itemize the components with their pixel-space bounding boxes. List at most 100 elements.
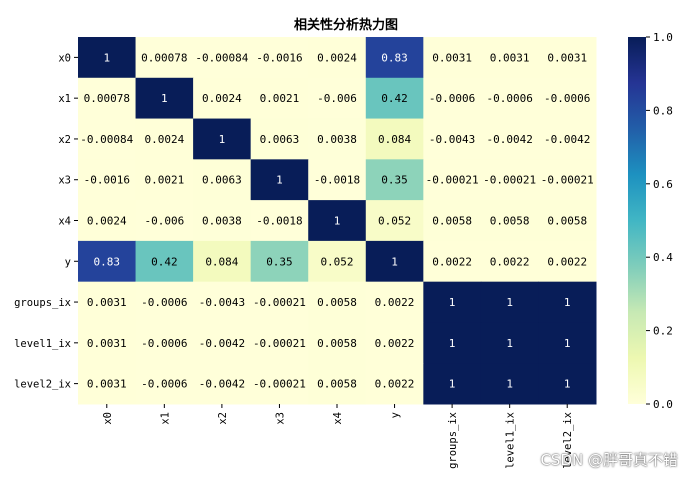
heatmap-cell <box>538 322 597 364</box>
cell-value-label: -0.00021 <box>426 174 479 187</box>
x-tick-labels: x0 x1 x2 x3 x4 y groups_ix level1_ix level2_ix <box>102 404 574 469</box>
cell-value-label: 1 <box>564 378 571 391</box>
cell-value-label: -0.0042 <box>486 133 532 146</box>
heatmap-cell <box>538 118 597 160</box>
cell-value-label: 0.35 <box>266 255 293 268</box>
colorbar-tick-label: 0.2 <box>653 325 673 338</box>
cell-value-label: -0.006 <box>144 215 184 228</box>
heatmap-cell <box>135 281 194 323</box>
heatmap-cell <box>193 200 252 242</box>
heatmap-cell <box>423 118 482 160</box>
heatmap-cell <box>538 37 597 79</box>
colorbar-tick-label: 0.8 <box>653 104 673 117</box>
heatmap-cell <box>193 37 252 79</box>
heatmap-cell <box>250 200 309 242</box>
cell-value-label: 1 <box>449 337 456 350</box>
cell-value-label: 0.0024 <box>87 215 127 228</box>
heatmap-cell <box>538 77 597 120</box>
cell-value-label: 0.0058 <box>317 337 357 350</box>
colorbar-ticks: 0.0 0.2 0.4 0.6 0.8 1.0 <box>646 31 673 411</box>
cell-value-label: -0.0006 <box>429 92 475 105</box>
cell-value-label: 1 <box>219 133 226 146</box>
cell-value-label: 0.0058 <box>317 296 357 309</box>
cell-value-label: -0.0006 <box>141 296 187 309</box>
watermark-text: CSDN @胖哥真不错 <box>540 451 678 469</box>
heatmap-cell <box>193 281 252 323</box>
heatmap-cell <box>250 240 309 283</box>
cell-value-label: 0.0031 <box>87 296 127 309</box>
heatmap-cell <box>250 322 309 364</box>
cell-value-label: 0.0022 <box>375 296 415 309</box>
y-tick-label: x2 <box>58 134 71 146</box>
chart-title: 相关性分析热力图 <box>294 17 398 33</box>
cell-value-label: -0.00021 <box>253 337 306 350</box>
cell-value-label: 0.0021 <box>260 92 300 105</box>
heatmap-cell <box>250 118 309 160</box>
heatmap-cell <box>365 37 424 79</box>
cell-value-label: 0.0058 <box>317 378 357 391</box>
x-tick-label: x1 <box>159 412 171 425</box>
cell-value-label: 0.084 <box>378 133 411 146</box>
cell-value-label: 0.0031 <box>87 337 127 350</box>
heatmap-cell <box>480 118 539 160</box>
heatmap-cell <box>250 77 309 120</box>
cell-value-label: 0.00078 <box>84 92 130 105</box>
y-tick-labels: x0 x1 x2 x3 x4 y groups_ix level1_ix level2_ix <box>14 52 78 391</box>
cell-value-label: 0.0058 <box>490 215 530 228</box>
heatmap-cell <box>308 240 367 283</box>
cell-value-label: 0.0038 <box>317 133 357 146</box>
heatmap-cell <box>365 363 424 405</box>
heatmap-cell <box>365 240 424 283</box>
heatmap-cell <box>365 77 424 120</box>
heatmap-cell <box>135 159 194 201</box>
heatmap-cell <box>193 77 252 120</box>
heatmap-cell <box>480 77 539 120</box>
heatmap-cell <box>308 200 367 242</box>
cell-value-label: 0.0022 <box>375 378 415 391</box>
y-tick-label: x4 <box>58 216 71 228</box>
x-tick-label: x3 <box>274 412 286 425</box>
cell-value-label: 1 <box>506 378 513 391</box>
heatmap-cell <box>308 118 367 160</box>
heatmap-cell <box>365 159 424 201</box>
heatmap-cell <box>538 240 597 283</box>
cell-value-label: -0.0016 <box>256 51 302 64</box>
cell-value-label: -0.00021 <box>253 296 306 309</box>
heatmap-cell <box>308 77 367 120</box>
cell-value-label: 1 <box>449 296 456 309</box>
colorbar-tick-label: 0.0 <box>653 398 673 411</box>
heatmap-cell <box>423 200 482 242</box>
cell-value-label: 0.0024 <box>317 51 357 64</box>
x-tick-label: x0 <box>102 412 114 425</box>
cell-value-label: -0.00084 <box>80 133 133 146</box>
cell-value-label: -0.006 <box>317 92 357 105</box>
colorbar-tick-label: 0.4 <box>653 251 673 264</box>
heatmap-cell <box>308 322 367 364</box>
heatmap-cell <box>423 322 482 364</box>
heatmap-cell <box>193 159 252 201</box>
heatmap-cell <box>365 200 424 242</box>
cell-value-label: 0.0031 <box>87 378 127 391</box>
heatmap-cell <box>480 159 539 201</box>
cell-value-label: 0.052 <box>320 255 353 268</box>
cell-value-label: -0.00021 <box>541 174 594 187</box>
cell-value-label: 0.0063 <box>260 133 300 146</box>
heatmap-cell <box>423 77 482 120</box>
heatmap-cell <box>480 37 539 79</box>
heatmap-cell <box>78 322 137 364</box>
heatmap-cell <box>308 363 367 405</box>
heatmap-cell <box>365 118 424 160</box>
x-tick-label: x4 <box>332 412 344 425</box>
heatmap-cell <box>250 363 309 405</box>
cell-value-label: 1 <box>391 255 398 268</box>
cell-value-label: -0.00021 <box>253 378 306 391</box>
cell-value-label: -0.0016 <box>84 174 130 187</box>
x-tick-label: x2 <box>217 412 229 425</box>
heatmap-cell <box>135 363 194 405</box>
cell-value-label: 1 <box>506 337 513 350</box>
cell-value-label: 0.42 <box>381 92 408 105</box>
cell-value-label: 1 <box>103 51 110 64</box>
cell-value-label: -0.0043 <box>429 133 475 146</box>
heatmap-cell <box>193 322 252 364</box>
heatmap-cell <box>308 159 367 201</box>
